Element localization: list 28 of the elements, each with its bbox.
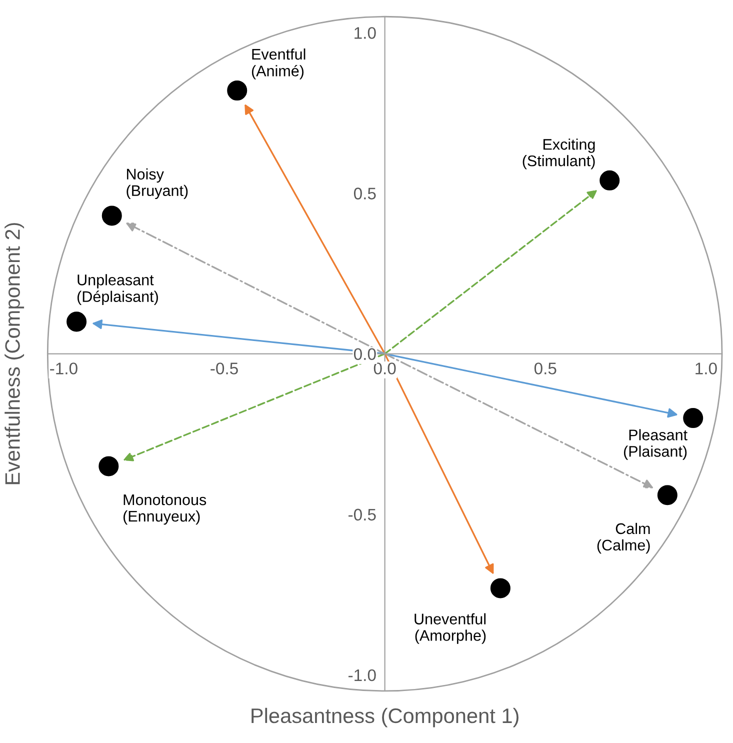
data-label: Eventful (Animé) bbox=[252, 48, 306, 80]
x-tick-label: -1.0 bbox=[50, 362, 78, 374]
x-tick-label: 1.0 bbox=[696, 362, 717, 374]
data-label: Calm (Calme) bbox=[597, 522, 650, 554]
data-label: Exciting (Stimulant) bbox=[522, 138, 595, 170]
data-label: Monotonous (Ennuyeux) bbox=[123, 494, 206, 525]
point bbox=[66, 312, 87, 332]
point bbox=[490, 578, 510, 598]
point bbox=[102, 206, 122, 226]
data-label: Uneventful (Amorphe) bbox=[414, 613, 486, 644]
x-tick-label: 0.5 bbox=[534, 362, 556, 374]
y-tick-label: 1.0 bbox=[354, 27, 376, 39]
point bbox=[227, 80, 248, 100]
data-label: Pleasant (Plaisant) bbox=[624, 429, 688, 460]
point bbox=[657, 485, 678, 506]
data-label: Noisy (Bruyant) bbox=[126, 168, 188, 200]
point bbox=[600, 170, 620, 190]
x-tick-label: 0.0 bbox=[374, 362, 396, 374]
data-label: Unpleasant (Déplaisant) bbox=[77, 274, 158, 306]
y-axis-title: Eventfulness (Component 2) bbox=[4, 223, 24, 484]
y-tick-label: 0.5 bbox=[354, 188, 376, 200]
x-axis-title: Pleasantness (Component 1) bbox=[252, 708, 518, 728]
y-tick-label: -1.0 bbox=[348, 669, 376, 682]
y-tick-label: -0.5 bbox=[348, 508, 376, 521]
y-tick-label: 0.0 bbox=[354, 348, 376, 360]
x-tick-label: -0.5 bbox=[210, 362, 238, 374]
point bbox=[683, 408, 704, 428]
point bbox=[98, 456, 119, 476]
